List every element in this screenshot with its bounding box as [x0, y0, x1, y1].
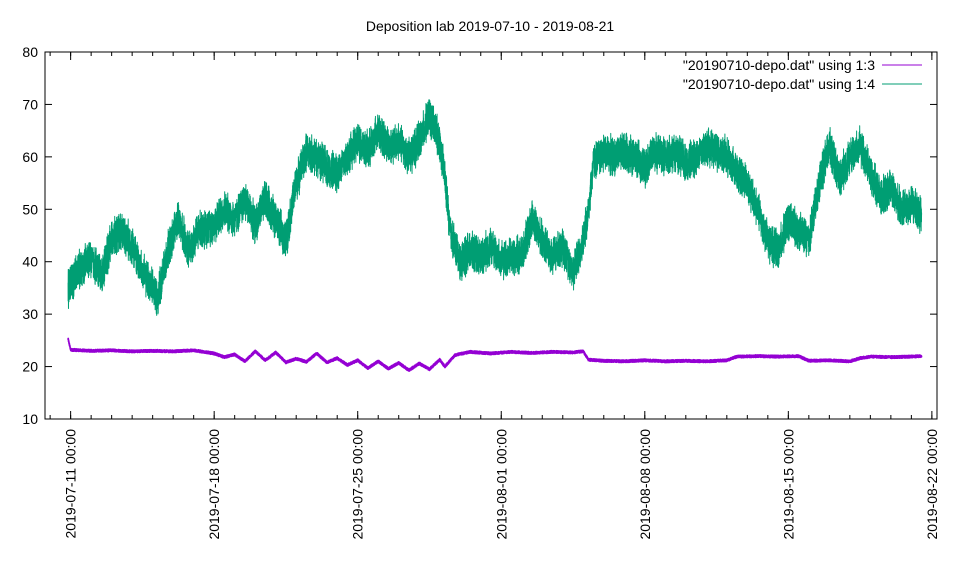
- y-tick-label: 50: [22, 201, 38, 217]
- y-tick-label: 40: [22, 254, 38, 270]
- x-tick-label: 2019-07-18 00:00: [206, 429, 222, 540]
- y-tick-label: 20: [22, 359, 38, 375]
- y-tick-label: 30: [22, 306, 38, 322]
- series-1-line: [67, 337, 923, 372]
- x-tick-label: 2019-08-08 00:00: [637, 429, 653, 540]
- y-tick-label: 60: [22, 149, 38, 165]
- plot-frame: [44, 51, 938, 420]
- x-tick-label: 2019-08-15 00:00: [780, 429, 796, 540]
- y-tick-label: 80: [22, 44, 38, 60]
- x-tick-label: 2019-07-25 00:00: [350, 429, 366, 540]
- x-tick-label: 2019-08-22 00:00: [924, 429, 940, 540]
- series-2-line: [67, 99, 923, 316]
- legend-label-series-2: "20190710-depo.dat" using 1:4: [683, 76, 875, 92]
- series-layer: [67, 99, 923, 372]
- legend-label-series-1: "20190710-depo.dat" using 1:3: [683, 57, 875, 73]
- x-tick-label: 2019-08-01 00:00: [493, 429, 509, 540]
- chart-title: Deposition lab 2019-07-10 - 2019-08-21: [366, 18, 614, 34]
- y-tick-label: 10: [22, 411, 38, 427]
- x-tick-label: 2019-07-11 00:00: [63, 429, 79, 539]
- y-axis: 10 20 30 40 50 60 70 80: [22, 44, 937, 427]
- y-tick-label: 70: [22, 96, 38, 112]
- x-axis: 2019-07-11 00:00 2019-07-18 00:00 2019-07-…: [49, 52, 940, 540]
- legend: "20190710-depo.dat" using 1:3 "20190710-…: [683, 57, 922, 92]
